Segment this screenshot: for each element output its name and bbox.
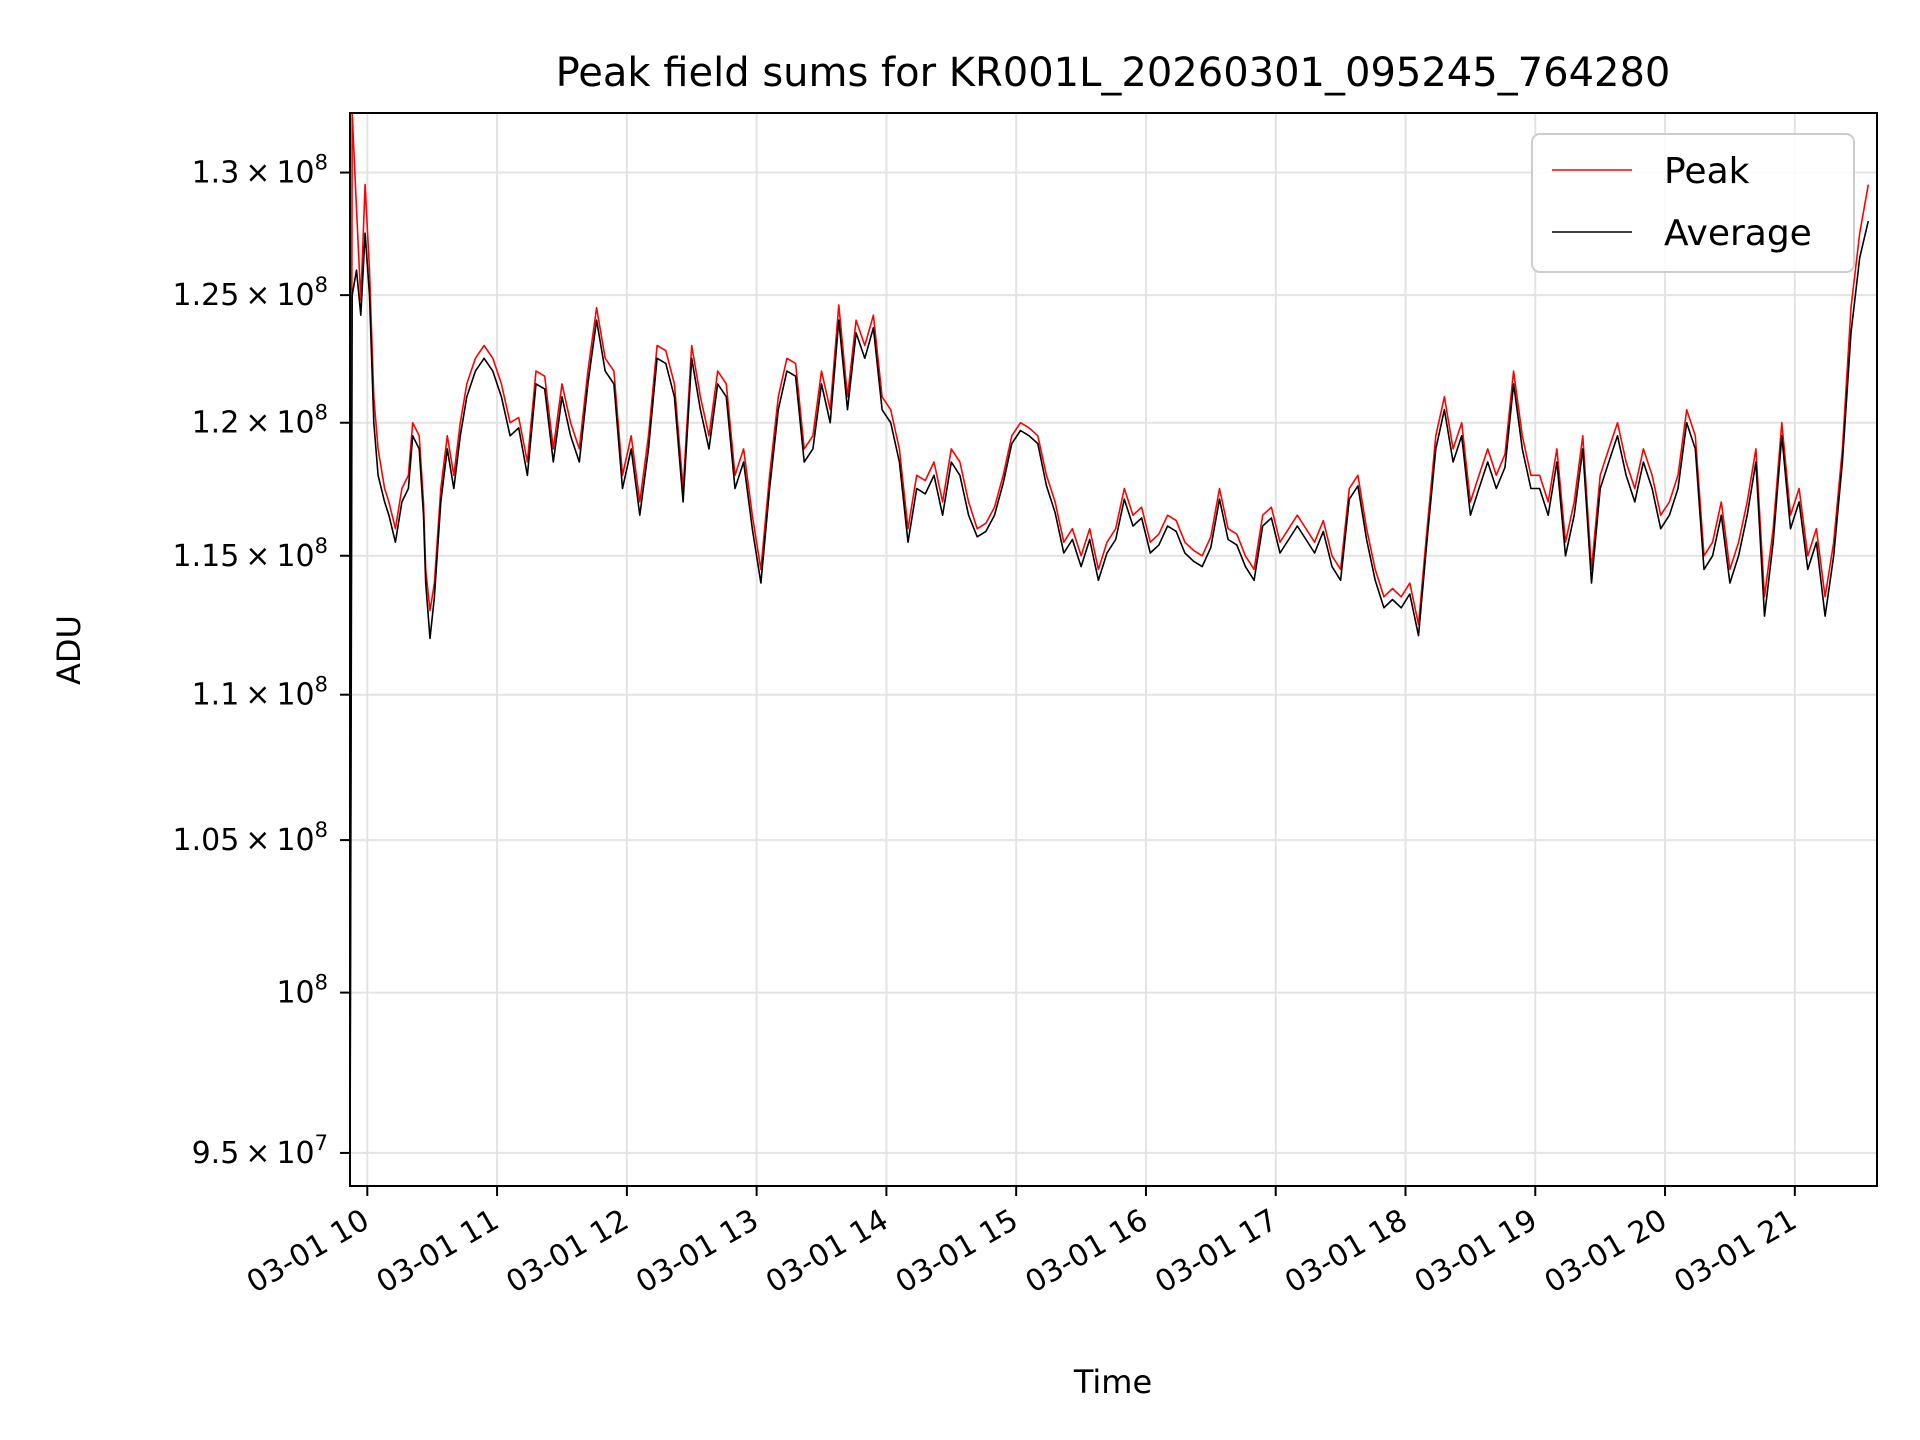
y-axis-ticks: 9.5 × 107 108 1.05 × 108 1.1 × 108 1.15 × 10… (173, 151, 350, 1171)
legend-box (1531, 133, 1855, 273)
series-lines (349, 112, 1870, 1180)
legend-label-average: Average (1664, 213, 1812, 254)
plot-frame (349, 112, 1878, 1187)
y-tick-label: 9.5 × 107 (192, 1131, 328, 1171)
y-tick-label: 1.15 × 108 (173, 534, 328, 574)
y-tick-label: 1.1 × 108 (192, 673, 328, 713)
y-tick-label: 108 (276, 971, 328, 1011)
y-axis-title: ADU (50, 615, 88, 685)
grid (350, 113, 1877, 1186)
chart-title: Peak field sums for KR001L_20260301_0952… (556, 50, 1671, 96)
y-tick-label: 1.3 × 108 (192, 151, 328, 191)
x-axis-title: Time (1073, 1363, 1152, 1401)
y-tick-label: 1.25 × 108 (173, 273, 328, 313)
y-tick-label: 1.05 × 108 (173, 818, 328, 858)
series-line-average (349, 220, 1870, 1180)
legend-label-peak: Peak (1664, 151, 1750, 192)
series-line-peak (349, 112, 1870, 1160)
legend: Peak Average (1531, 133, 1855, 273)
y-tick-label: 1.2 × 108 (192, 401, 328, 441)
